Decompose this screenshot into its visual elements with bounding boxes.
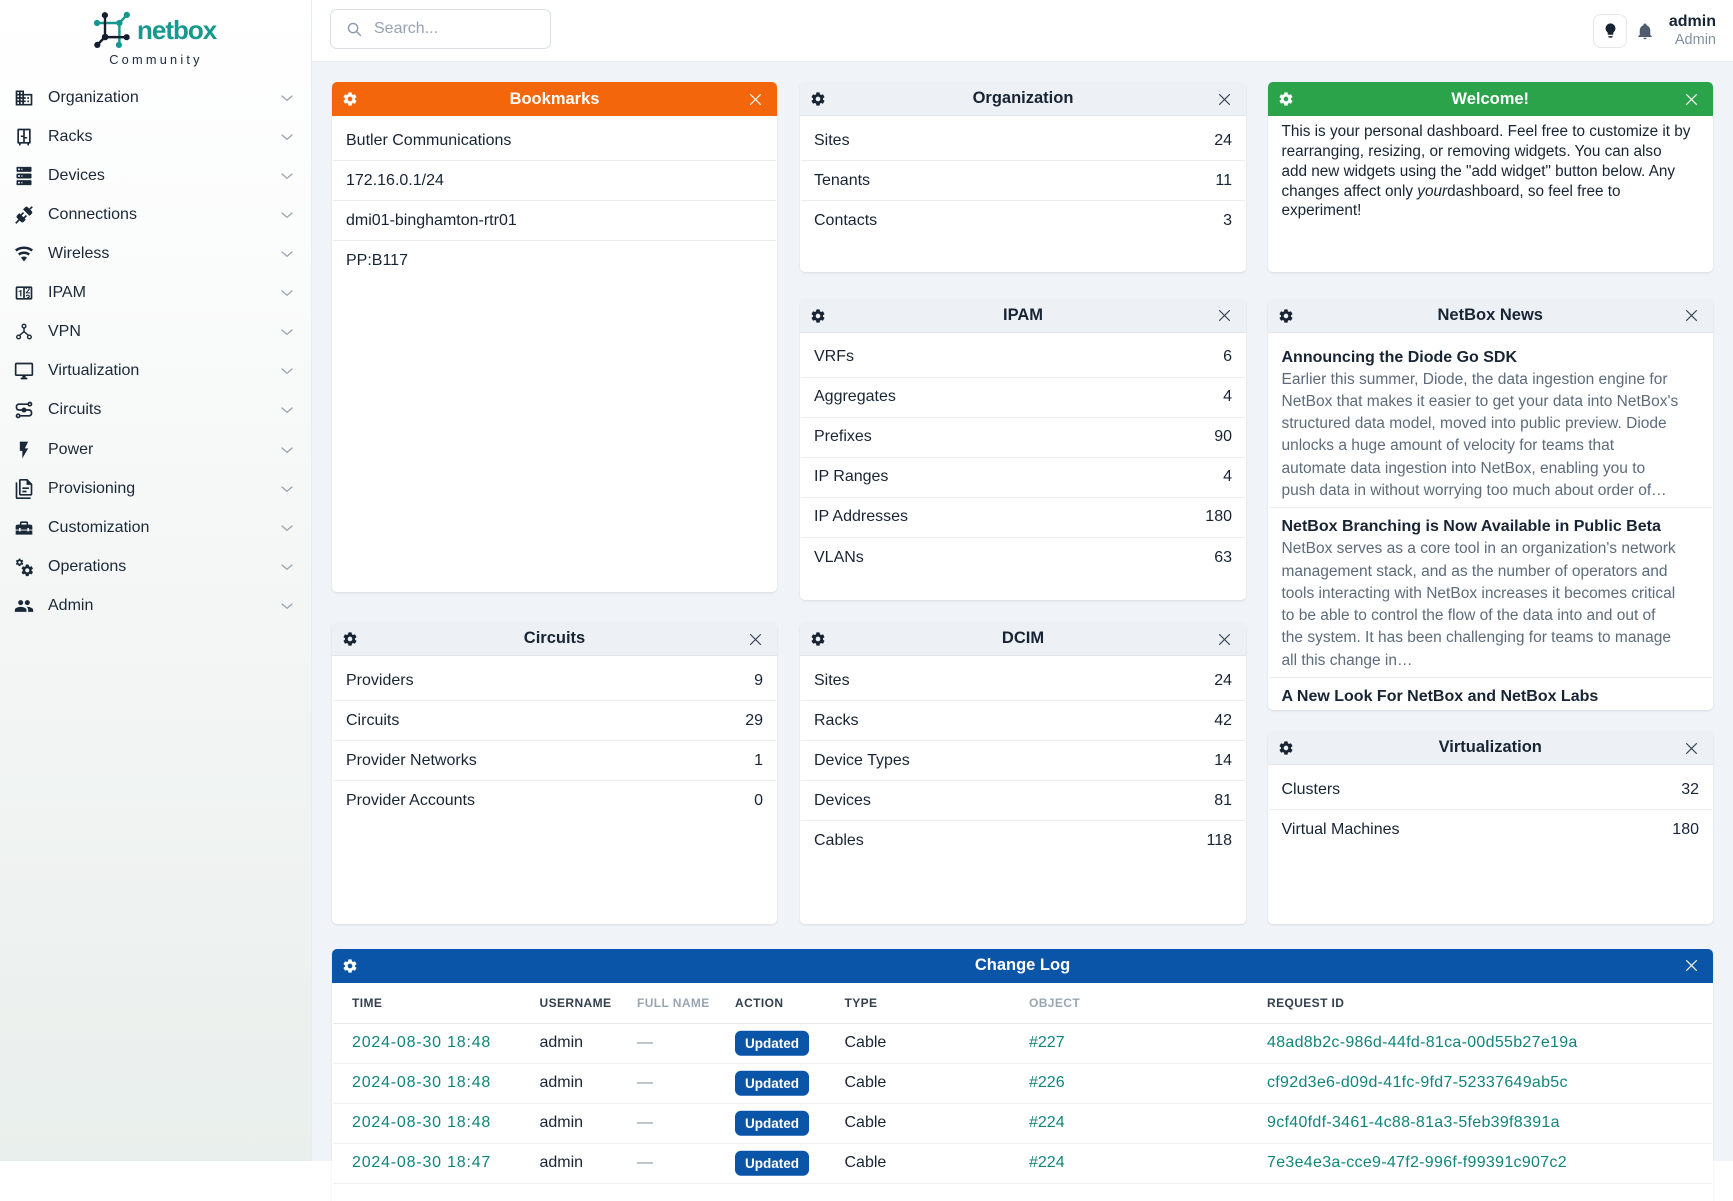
svg-text:netbox: netbox: [137, 15, 218, 45]
